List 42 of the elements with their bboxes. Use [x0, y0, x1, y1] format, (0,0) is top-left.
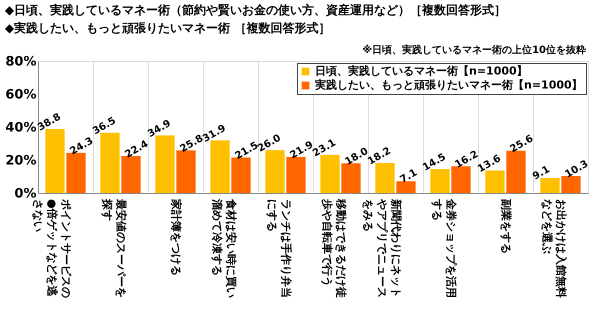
data-label: 9.1 [531, 164, 552, 182]
x-tick-label: 金券ショップを活用する [430, 198, 458, 298]
bar [506, 150, 526, 193]
bar [451, 166, 471, 193]
x-tick-label: 最安値のスーパーを探す [100, 198, 128, 298]
bar [231, 158, 251, 193]
data-label: 7.1 [398, 167, 420, 186]
bar [121, 156, 141, 193]
bar [155, 135, 175, 193]
data-label: 26.0 [256, 132, 283, 155]
legend-label: 日頃、実践しているマネー術【n=1000】 [315, 64, 528, 78]
bar [561, 176, 581, 193]
x-tick-label: 家計簿をつける [170, 198, 182, 276]
chart-title: ◆日頃、実践しているマネー術（節約や賢いお金の使い方、資産運用など）［複数回答形式］ [4, 3, 506, 17]
bar [100, 132, 120, 193]
bar [176, 150, 196, 193]
chart-subtitle: ◆実践したい、もっと頑張りたいマネー術 ［複数回答形式］ [4, 21, 330, 35]
x-tick-label: ランチは手作り弁当にする [266, 199, 292, 298]
x-tick-label: 副業をする [500, 199, 512, 254]
bar [210, 140, 230, 193]
bar [485, 170, 505, 193]
bar [396, 181, 416, 193]
y-tick-label: 40% [5, 120, 36, 136]
bar [430, 169, 450, 193]
x-tick-label: 食材は安い時に買い溜めて冷凍する [210, 198, 238, 298]
bar [320, 154, 340, 193]
x-tick-label: 新聞代わりにネットやアプリでニュースをみる [362, 198, 402, 298]
y-tick-label: 60% [5, 88, 36, 102]
legend-label: 実践したい、もっと頑張りたいマネー術【n=1000】 [314, 78, 583, 92]
bar [265, 150, 285, 193]
bar [286, 156, 306, 193]
y-tick-label: 20% [5, 154, 36, 168]
x-tick-label: 移動はできるだけ徒歩や自転車で行う [320, 198, 348, 298]
y-tick-label: 80% [5, 54, 36, 70]
text: ※日頃、実践しているマネー術の上位10位を抜粋 [362, 44, 586, 56]
bar [66, 152, 86, 193]
bar [540, 178, 560, 193]
bar [375, 162, 395, 193]
x-tick-label: お出かけは入館無料などを選ぶ [540, 199, 568, 298]
data-label: 34.9 [146, 118, 173, 140]
bar [341, 163, 361, 193]
bar [45, 128, 65, 193]
